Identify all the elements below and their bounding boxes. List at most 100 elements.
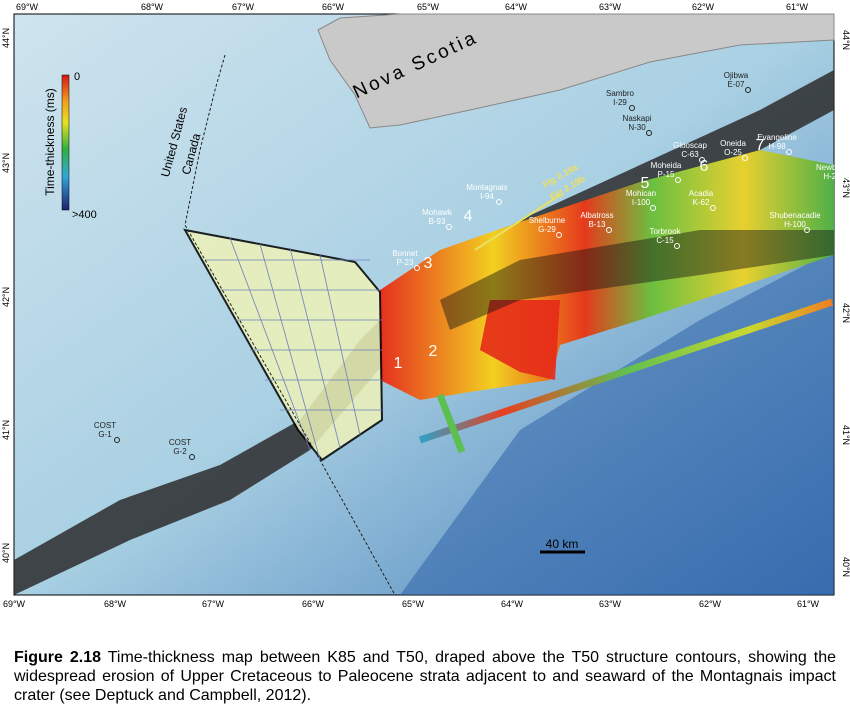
lon-label: 62°W bbox=[699, 599, 722, 609]
seismic-line bbox=[436, 393, 466, 454]
well-id: H-23 bbox=[823, 172, 841, 181]
well-id: P-15 bbox=[658, 170, 675, 179]
lon-label: 69°W bbox=[16, 2, 39, 12]
well-id: K-62 bbox=[693, 198, 710, 207]
well-id: G-2 bbox=[173, 447, 187, 456]
well-id: I-100 bbox=[632, 198, 651, 207]
well-id: I-94 bbox=[480, 192, 494, 201]
zone-number: 1 bbox=[394, 355, 403, 372]
well-name: Mohican bbox=[626, 189, 656, 198]
legend-min: 0 bbox=[74, 71, 80, 83]
well-symbol bbox=[786, 149, 792, 155]
lat-label: 41°N bbox=[841, 425, 850, 445]
lat-label: 42°N bbox=[841, 303, 850, 323]
lon-label: 69°W bbox=[3, 599, 26, 609]
well-symbol bbox=[745, 87, 751, 93]
zone-number: 5 bbox=[641, 175, 650, 192]
well-symbol bbox=[556, 232, 562, 238]
well-symbol bbox=[841, 179, 847, 185]
well-name: Bonnet bbox=[392, 249, 418, 258]
lon-label: 67°W bbox=[232, 2, 255, 12]
caption-label: Figure 2.18 bbox=[14, 649, 102, 666]
lon-label: 66°W bbox=[302, 599, 325, 609]
well-symbol bbox=[710, 205, 716, 211]
well-name: Shelburne bbox=[529, 216, 566, 225]
well-symbol bbox=[646, 130, 652, 136]
well-id: P-23 bbox=[397, 258, 414, 267]
lat-label: 42°N bbox=[1, 287, 11, 307]
legend-max: >400 bbox=[72, 209, 97, 221]
well-id: H-98 bbox=[768, 142, 786, 151]
well-name: Ojibwa bbox=[724, 71, 749, 80]
lon-label: 64°W bbox=[501, 599, 524, 609]
lat-label: 44°N bbox=[841, 30, 850, 50]
well-id: N-30 bbox=[628, 123, 646, 132]
lon-label: 63°W bbox=[599, 2, 622, 12]
lat-label: 40°N bbox=[841, 557, 850, 577]
seismic-line bbox=[418, 298, 834, 444]
zone-number: 7 bbox=[756, 137, 765, 154]
border-line bbox=[184, 54, 396, 596]
lon-label: 68°W bbox=[104, 599, 127, 609]
well-symbol bbox=[496, 199, 502, 205]
lon-label: 66°W bbox=[322, 2, 345, 12]
zone-number: 3 bbox=[424, 255, 433, 272]
well-name: Torbrook bbox=[649, 227, 681, 236]
lat-label: 44°N bbox=[1, 28, 11, 48]
well-name: Montagnais bbox=[466, 183, 507, 192]
lon-label: 63°W bbox=[599, 599, 622, 609]
thickness-patch bbox=[480, 300, 560, 380]
well-id: I-29 bbox=[613, 98, 627, 107]
map: 69°W 69°W 68°W 68°W 67°W 67°W 66°W 66°W 65°W 65°W… bbox=[1, 2, 850, 609]
scale-label: 40 km bbox=[546, 537, 579, 551]
lon-label: 68°W bbox=[141, 2, 164, 12]
lon-label: 62°W bbox=[692, 2, 715, 12]
well-symbol bbox=[804, 227, 810, 233]
well-symbol bbox=[699, 157, 705, 163]
lon-label: 67°W bbox=[202, 599, 225, 609]
zone-number: 6 bbox=[700, 158, 709, 175]
well-name: Shubenacadie bbox=[769, 211, 821, 220]
section-line bbox=[474, 194, 561, 251]
well-id: C-15 bbox=[656, 236, 674, 245]
well-symbol bbox=[674, 243, 680, 249]
contours bbox=[440, 230, 834, 330]
well-id: G-29 bbox=[538, 225, 556, 234]
well-symbol bbox=[650, 205, 656, 211]
well-id: H-100 bbox=[784, 220, 806, 229]
well-symbol bbox=[629, 105, 635, 111]
well-name: Glooscap bbox=[673, 141, 707, 150]
well-name: Oneida bbox=[720, 139, 746, 148]
well-symbol bbox=[675, 177, 681, 183]
well-id: C-63 bbox=[681, 150, 699, 159]
lon-label: 65°W bbox=[402, 599, 425, 609]
well-symbol bbox=[114, 437, 120, 443]
caption: Figure 2.18 Time-thickness map between K… bbox=[14, 648, 836, 705]
well-name: Naskapi bbox=[623, 114, 652, 123]
land bbox=[317, 13, 835, 129]
lon-label: 61°W bbox=[786, 2, 809, 12]
well-symbol bbox=[742, 155, 748, 161]
well-name: Mohawk bbox=[422, 208, 453, 217]
lat-label: 41°N bbox=[1, 420, 11, 440]
well-name: Sambro bbox=[606, 89, 635, 98]
well-id: B-93 bbox=[429, 217, 446, 226]
well-id: O-25 bbox=[724, 148, 742, 157]
lon-label: 65°W bbox=[417, 2, 440, 12]
legend-title: Time-thickness (ms) bbox=[43, 88, 57, 196]
well-symbol bbox=[446, 224, 452, 230]
grid-area bbox=[183, 228, 384, 462]
caption-text: Time-thickness map between K85 and T50, … bbox=[14, 649, 837, 704]
well-name: Moheida bbox=[651, 161, 682, 170]
colorbar bbox=[61, 74, 70, 211]
deep-water bbox=[400, 60, 834, 595]
well-name: Albatross bbox=[580, 211, 613, 220]
lon-label: 64°W bbox=[505, 2, 528, 12]
lat-label: 43°N bbox=[841, 178, 850, 198]
grid-lines bbox=[205, 237, 382, 461]
well-id: E-07 bbox=[728, 80, 745, 89]
well-symbol bbox=[414, 265, 420, 271]
well-name: COST bbox=[169, 438, 191, 447]
well-symbol bbox=[189, 454, 195, 460]
